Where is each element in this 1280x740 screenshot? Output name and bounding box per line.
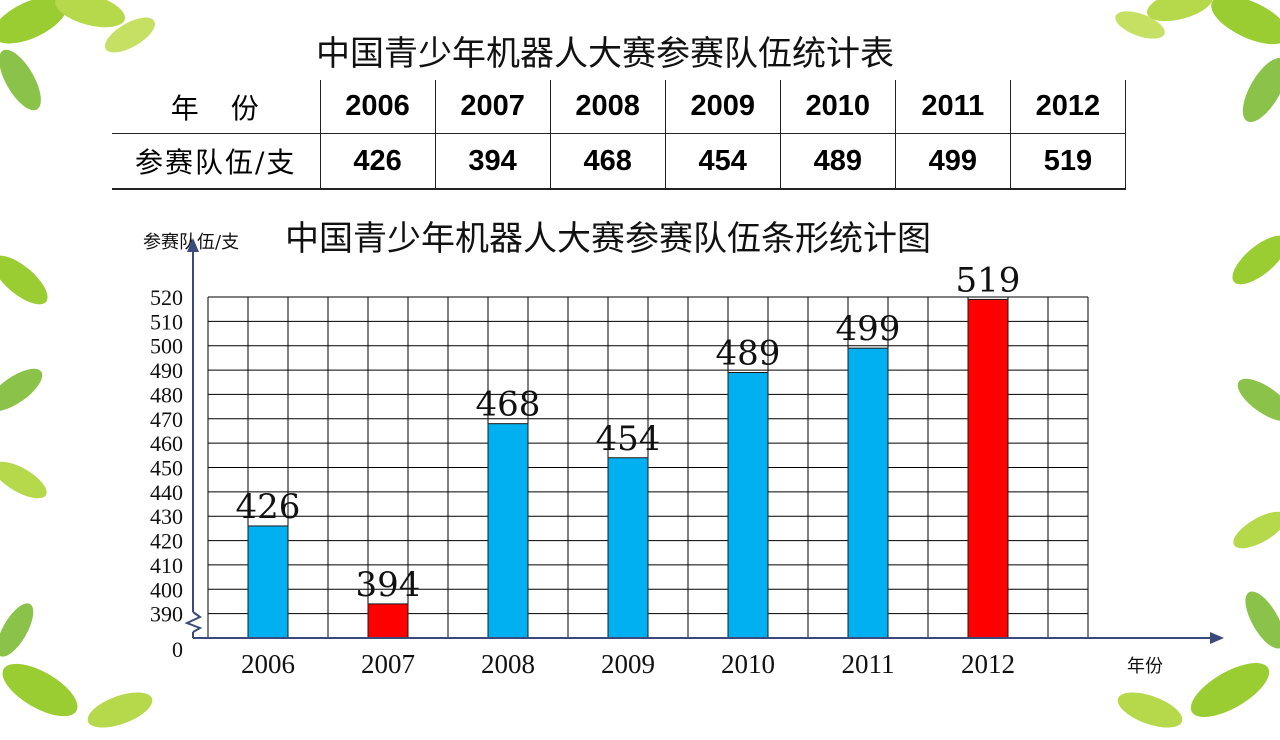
year-cell: 2012 (1009, 80, 1127, 135)
data-label: 499 (836, 309, 901, 349)
x-axis-arrow-icon (1210, 632, 1224, 644)
leaf-decoration-icon (1117, 591, 1280, 728)
y-tick-label: 390 (150, 602, 183, 627)
y-tick-label: 520 (150, 285, 183, 310)
y-tick-label: 500 (150, 334, 183, 359)
year-cell: 2010 (779, 80, 896, 135)
data-label: 519 (956, 260, 1021, 300)
count-cell: 489 (779, 133, 896, 191)
x-tick-label: 2007 (361, 649, 415, 679)
data-label: 394 (356, 565, 421, 605)
y-tick-label: 510 (150, 309, 183, 334)
y-tick-label: 470 (150, 407, 183, 432)
leaf-decoration-icon (0, 0, 155, 111)
origin-label: 0 (172, 637, 183, 662)
count-cell: 519 (1009, 133, 1127, 191)
y-tick-label: 430 (150, 504, 183, 529)
count-cell: 468 (549, 133, 666, 191)
bars (247, 298, 1009, 639)
bar-2009 (607, 457, 649, 639)
year-cell: 2011 (894, 80, 1011, 135)
x-tick-label: 2006 (241, 649, 295, 679)
data-label: 454 (596, 419, 661, 459)
stats-table: 年 份 2006 2007 2008 2009 2010 2011 2012 参… (112, 80, 1127, 191)
x-tick-label: 2008 (481, 649, 535, 679)
leaf-decoration-icon (1115, 0, 1280, 123)
x-tick-label: 2012 (961, 649, 1015, 679)
data-label: 468 (476, 385, 541, 425)
table-title: 中国青少年机器人大赛参赛队伍统计表 (316, 34, 894, 74)
y-tick-label: 440 (150, 480, 183, 505)
y-tick-label: 410 (150, 553, 183, 578)
row-header-year: 年 份 (112, 80, 321, 135)
row-header-teams: 参赛队伍/支 (112, 133, 321, 191)
bar-2012 (967, 298, 1009, 639)
year-cell: 2009 (664, 80, 781, 135)
y-tick-label: 450 (150, 456, 183, 481)
leaf-decoration-icon (1232, 235, 1280, 549)
y-tick-label: 490 (150, 358, 183, 383)
data-label: 489 (716, 334, 781, 374)
leaf-decoration-icon (0, 255, 48, 499)
y-tick-label: 400 (150, 577, 183, 602)
axis-break-icon (184, 611, 203, 633)
axes (184, 238, 1224, 644)
x-tick-label: 2009 (601, 649, 655, 679)
bar-2006 (247, 525, 289, 639)
chart-title: 中国青少年机器人大赛参赛队伍条形统计图 (285, 219, 931, 259)
bar-2007 (367, 603, 409, 639)
leaf-decoration-icon (0, 603, 153, 728)
bar-2008 (487, 423, 529, 639)
x-axis-title: 年份 (1127, 656, 1163, 677)
count-cell: 454 (664, 133, 781, 191)
y-tick-label: 480 (150, 382, 183, 407)
x-tick-label: 2011 (842, 649, 895, 679)
y-axis-arrow-icon (187, 238, 199, 252)
data-label: 426 (236, 487, 301, 527)
y-axis-title: 参赛队伍/支 (143, 232, 239, 253)
y-tick-label: 460 (150, 431, 183, 456)
x-tick-label: 2010 (721, 649, 775, 679)
bar-2011 (847, 347, 889, 639)
bar-2010 (727, 372, 769, 639)
count-cell: 394 (434, 133, 551, 191)
count-cell: 426 (319, 133, 436, 191)
y-tick-label: 420 (150, 529, 183, 554)
labels: 426 2006 394 2007 468 2008 454 2009 489 2010 499 20… (150, 260, 1020, 679)
bar-chart: 中国青少年机器人大赛参赛队伍条形统计图 参赛队伍/支 年份 426 2006 394… (143, 219, 1224, 679)
table-row: 参赛队伍/支 426 394 468 454 489 499 519 (112, 133, 1127, 191)
